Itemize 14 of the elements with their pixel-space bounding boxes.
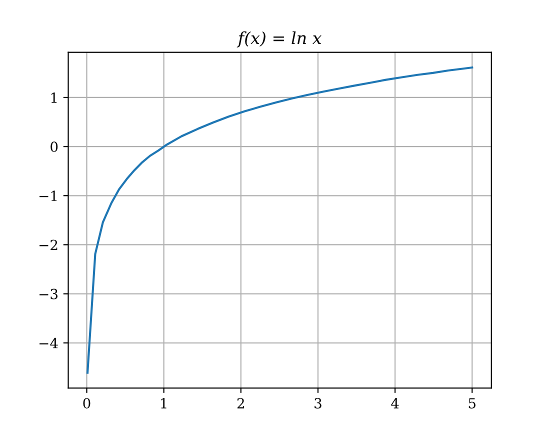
y-tick-label: −4: [40, 338, 58, 348]
x-tick-label: 2: [237, 398, 244, 408]
chart-title: f(x) = ln x: [236, 31, 322, 48]
x-tick-label: 4: [391, 398, 399, 408]
x-tick-label: 0: [83, 398, 90, 409]
y-tick-label: 0: [50, 142, 58, 152]
x-tick-label: 1: [161, 398, 166, 408]
y-tick-label: −3: [40, 288, 58, 300]
x-tick-label: 5: [468, 398, 476, 409]
x-tick-label: 3: [314, 398, 322, 409]
line-series: [86, 66, 474, 374]
y-tick-label: 1: [51, 92, 57, 103]
y-tick-label: −2: [40, 240, 58, 250]
y-tick-label: −1: [40, 190, 57, 201]
